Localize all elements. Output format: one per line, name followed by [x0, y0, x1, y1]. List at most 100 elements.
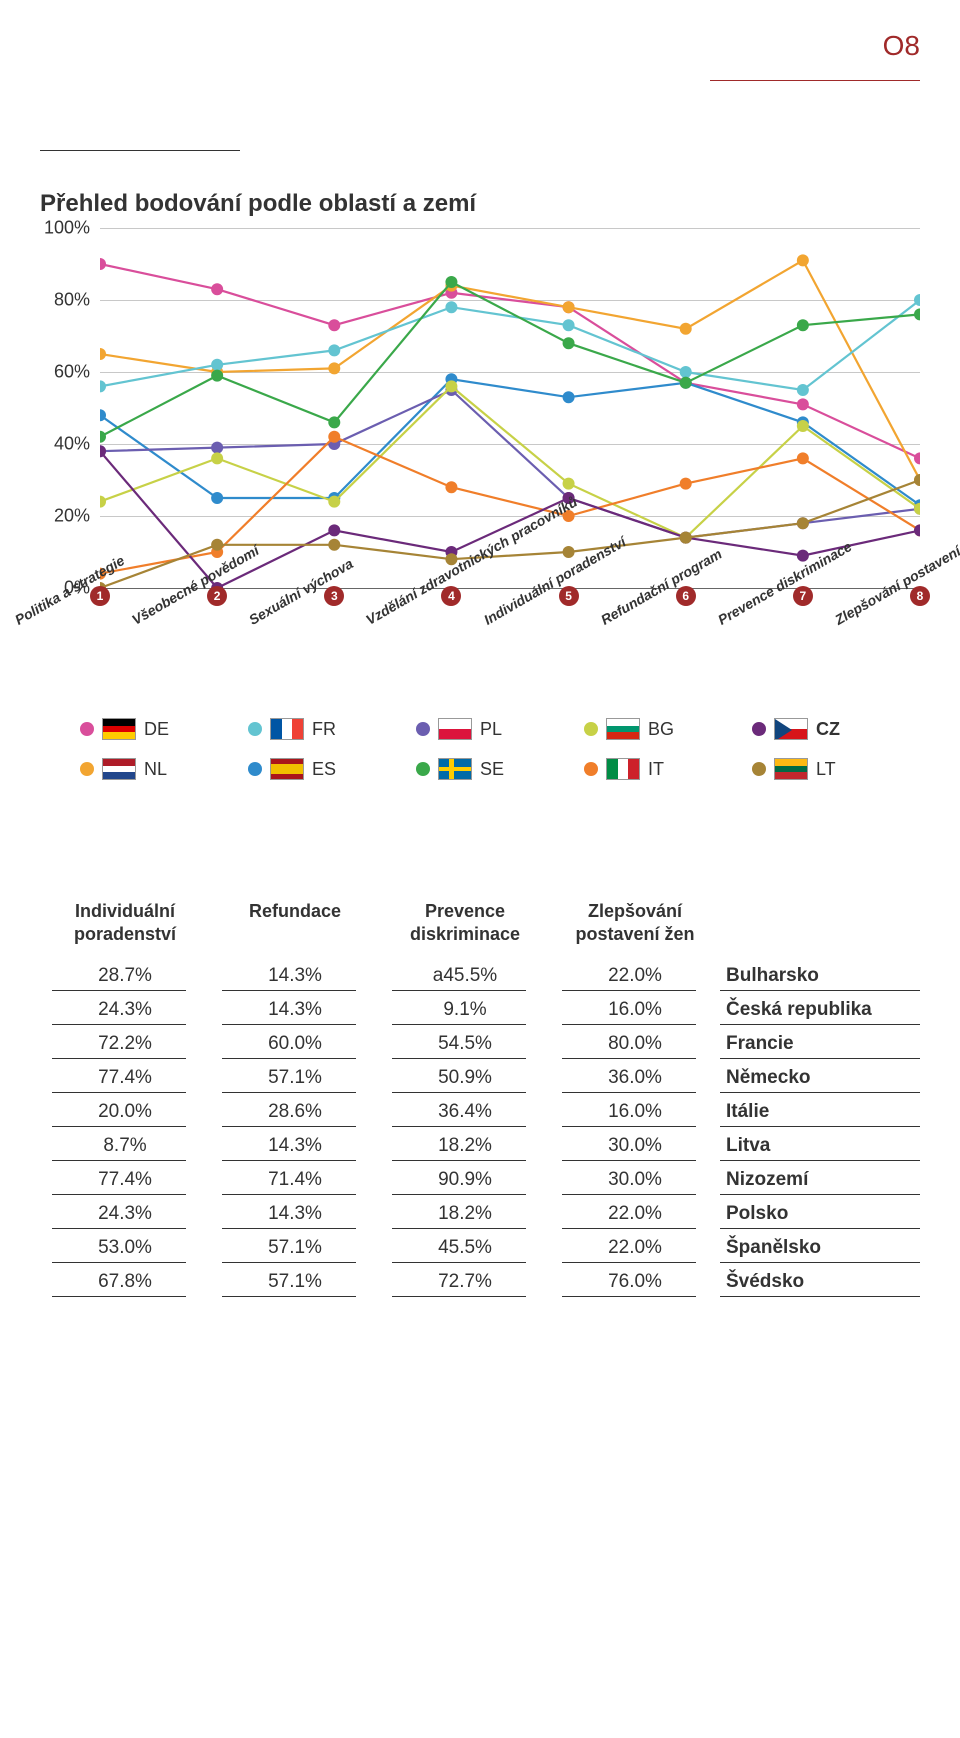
- chart-marker: [445, 481, 457, 493]
- chart-category-badge: 1: [90, 586, 110, 606]
- legend-dot-icon: [248, 722, 262, 736]
- chart-marker: [100, 445, 106, 457]
- legend-dot-icon: [584, 722, 598, 736]
- table-cell: 72.2%: [40, 1025, 210, 1059]
- flag-pl-icon: [438, 718, 472, 740]
- legend-label: DE: [144, 719, 169, 740]
- chart-x-axis: 1Politika a strategie2Všeobecné povědomí…: [100, 588, 920, 668]
- table-row: 24.3%14.3%9.1%16.0%Česká republika: [40, 991, 920, 1025]
- chart-marker: [211, 283, 223, 295]
- chart-series-line: [100, 379, 920, 505]
- table-cell: 8.7%: [40, 1127, 210, 1161]
- table-row: 28.7%14.3%a45.5%22.0%Bulharsko: [40, 957, 920, 991]
- chart-marker: [328, 344, 340, 356]
- chart-marker: [445, 380, 457, 392]
- chart-legend: DEFRPLBGCZNLESSEITLT: [80, 718, 920, 780]
- legend-item-fr: FR: [248, 718, 416, 740]
- chart-marker: [797, 319, 809, 331]
- legend-item-pl: PL: [416, 718, 584, 740]
- table-cell-country: Česká republika: [720, 991, 920, 1025]
- table-column-header: [720, 900, 920, 957]
- chart-marker: [100, 431, 106, 443]
- table-cell: 28.7%: [40, 957, 210, 991]
- legend-label: CZ: [816, 719, 840, 740]
- chart-y-tick-label: 40%: [40, 434, 90, 455]
- chart-marker: [100, 380, 106, 392]
- chart-title-rule: [40, 150, 240, 151]
- table-cell-country: Francie: [720, 1025, 920, 1059]
- table-cell: 72.7%: [380, 1263, 550, 1297]
- legend-dot-icon: [752, 762, 766, 776]
- legend-dot-icon: [80, 722, 94, 736]
- table-row: 24.3%14.3%18.2%22.0%Polsko: [40, 1195, 920, 1229]
- table-column-header: Prevence diskriminace: [380, 900, 550, 957]
- chart-marker: [211, 442, 223, 454]
- chart-category-badge: 8: [910, 586, 930, 606]
- table-cell: 57.1%: [210, 1059, 380, 1093]
- chart-marker: [328, 524, 340, 536]
- table-cell-country: Itálie: [720, 1093, 920, 1127]
- chart-marker: [211, 492, 223, 504]
- table-cell: 71.4%: [210, 1161, 380, 1195]
- table-cell-country: Litva: [720, 1127, 920, 1161]
- chart-marker: [328, 539, 340, 551]
- chart-category-badge: 2: [207, 586, 227, 606]
- legend-item-lt: LT: [752, 758, 920, 780]
- table-row: 53.0%57.1%45.5%22.0%Španělsko: [40, 1229, 920, 1263]
- legend-item-nl: NL: [80, 758, 248, 780]
- legend-item-de: DE: [80, 718, 248, 740]
- chart-marker: [445, 276, 457, 288]
- table-cell: 14.3%: [210, 1127, 380, 1161]
- table-cell: 14.3%: [210, 991, 380, 1025]
- table-cell: 24.3%: [40, 991, 210, 1025]
- chart-marker: [211, 370, 223, 382]
- table-cell: 22.0%: [550, 1195, 720, 1229]
- chart-marker: [328, 496, 340, 508]
- table-cell: 54.5%: [380, 1025, 550, 1059]
- table-column-header: Individuální poradenství: [40, 900, 210, 957]
- table-cell-country: Švédsko: [720, 1263, 920, 1297]
- chart-marker: [797, 384, 809, 396]
- table-cell: 22.0%: [550, 957, 720, 991]
- chart-category-badge: 4: [441, 586, 461, 606]
- table-cell-country: Německo: [720, 1059, 920, 1093]
- table-column-header: Refundace: [210, 900, 380, 957]
- chart-title: Přehled bodování podle oblastí a zemí: [40, 190, 920, 218]
- chart-y-tick-label: 100%: [40, 218, 90, 239]
- chart-marker: [563, 546, 575, 558]
- chart-marker: [680, 478, 692, 490]
- flag-se-icon: [438, 758, 472, 780]
- table-cell-country: Španělsko: [720, 1229, 920, 1263]
- table-row: 8.7%14.3%18.2%30.0%Litva: [40, 1127, 920, 1161]
- chart-marker: [797, 254, 809, 266]
- chart-marker: [680, 366, 692, 378]
- table-body: 28.7%14.3%a45.5%22.0%Bulharsko24.3%14.3%…: [40, 957, 920, 1297]
- flag-fr-icon: [270, 718, 304, 740]
- chart-series-line: [100, 264, 920, 458]
- legend-item-bg: BG: [584, 718, 752, 740]
- data-table: Individuální poradenstvíRefundacePrevenc…: [40, 900, 920, 1297]
- flag-de-icon: [102, 718, 136, 740]
- chart-marker: [211, 539, 223, 551]
- table-cell: 18.2%: [380, 1195, 550, 1229]
- chart-marker: [100, 258, 106, 270]
- chart-marker: [914, 474, 920, 486]
- chart: 0%20%40%60%80%100% 1Politika a strategie…: [40, 228, 920, 668]
- flag-nl-icon: [102, 758, 136, 780]
- legend-dot-icon: [416, 722, 430, 736]
- table-cell: 22.0%: [550, 1229, 720, 1263]
- chart-marker: [914, 308, 920, 320]
- table-cell: 14.3%: [210, 957, 380, 991]
- chart-marker: [797, 517, 809, 529]
- chart-marker: [328, 416, 340, 428]
- chart-series-line: [100, 390, 920, 538]
- table-cell: 67.8%: [40, 1263, 210, 1297]
- table-cell: 45.5%: [380, 1229, 550, 1263]
- table-cell: 30.0%: [550, 1127, 720, 1161]
- chart-marker: [328, 319, 340, 331]
- legend-label: FR: [312, 719, 336, 740]
- chart-marker: [563, 391, 575, 403]
- table-column-header: Zlepšování postavení žen: [550, 900, 720, 957]
- table-cell: 16.0%: [550, 991, 720, 1025]
- chart-marker: [797, 420, 809, 432]
